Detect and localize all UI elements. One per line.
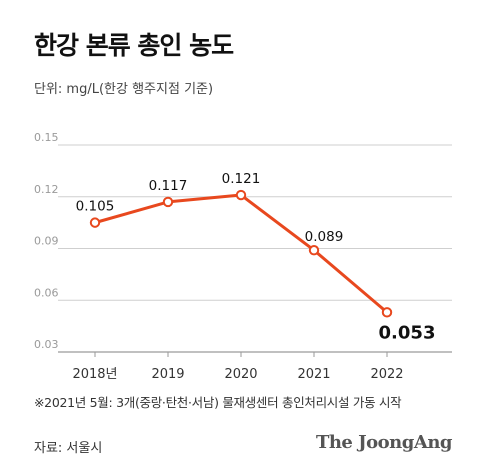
chart-title: 한강 본류 총인 농도 bbox=[34, 31, 234, 60]
data-point bbox=[235, 189, 247, 201]
data-label: 0.105 bbox=[76, 199, 115, 215]
y-tick-label: 0.06 bbox=[34, 286, 59, 299]
data-labels: 0.105 0.117 0.121 0.089 0.053 bbox=[76, 171, 436, 343]
data-point bbox=[308, 245, 320, 256]
x-tick-label: 2021 bbox=[297, 367, 330, 382]
unit-note: 단위: mg/L(한강 행주지점 기준) bbox=[34, 82, 214, 97]
y-tick-labels: 0.15 0.12 0.09 0.06 0.03 bbox=[34, 131, 59, 351]
data-label: 0.121 bbox=[222, 171, 261, 187]
footnote: ※2021년 5월: 3개(중랑·탄천·서남) 물재생센터 총인처리시설 가동 … bbox=[34, 395, 402, 410]
series-layer bbox=[89, 189, 393, 318]
x-tick-label: 2020 bbox=[224, 367, 257, 382]
x-tick-labels: 2018년 2019 2020 2021 2022 bbox=[72, 367, 403, 382]
x-tick-label: 2018년 bbox=[72, 367, 117, 382]
y-tick-label: 0.15 bbox=[34, 131, 59, 144]
x-tick-label: 2019 bbox=[151, 367, 184, 382]
series-line bbox=[93, 193, 389, 314]
y-tick-label: 0.03 bbox=[34, 338, 59, 351]
brand-logo: The JoongAng bbox=[315, 432, 453, 453]
data-point bbox=[381, 307, 393, 318]
data-label: 0.089 bbox=[305, 229, 344, 245]
data-point bbox=[162, 196, 174, 208]
grid-layer bbox=[58, 144, 452, 357]
y-tick-label: 0.09 bbox=[34, 235, 59, 248]
data-label: 0.117 bbox=[149, 178, 188, 194]
source-note: 자료: 서울시 bbox=[34, 441, 103, 456]
data-label: 0.053 bbox=[379, 322, 436, 343]
x-tick-label: 2022 bbox=[370, 367, 403, 382]
y-tick-label: 0.12 bbox=[34, 183, 59, 196]
data-point bbox=[89, 217, 101, 228]
